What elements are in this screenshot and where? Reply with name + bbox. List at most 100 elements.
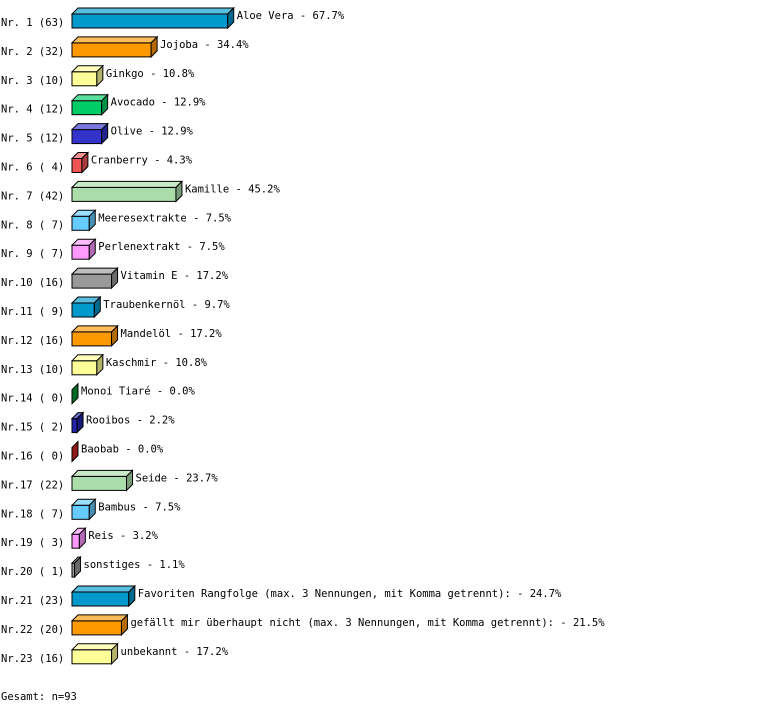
bar-top	[70, 180, 184, 188]
bar-value-label: Bambus - 7.5%	[98, 501, 181, 513]
bar-value-label: Reis - 3.2%	[88, 530, 158, 542]
bar-front	[71, 331, 113, 347]
row-label: Nr.11 ( 9)	[1, 306, 64, 318]
bar-side	[78, 526, 86, 550]
row-label: Nr.14 ( 0)	[1, 393, 64, 405]
bar-value-label: gefällt mir überhaupt nicht (max. 3 Nenn…	[130, 617, 605, 629]
bar-group: Nr.23 (16) unbekannt - 17.2%	[1, 642, 229, 666]
bar-value-label: Favoriten Rangfolge (max. 3 Nennungen, m…	[138, 588, 562, 600]
bar-value-label: Monoi Tiaré - 0.0%	[81, 386, 195, 398]
bar-value-label: Baobab - 0.0%	[81, 444, 164, 456]
bar-side	[128, 584, 136, 608]
bar-top	[70, 469, 134, 477]
row-label: Nr. 8 ( 7)	[1, 219, 64, 231]
bar-top	[70, 7, 235, 15]
bar-group: Nr.11 ( 9) Traubenkernöl - 9.7%	[1, 295, 230, 319]
bar-top	[70, 643, 119, 651]
bar-front	[71, 186, 177, 202]
row-label: Nr.10 (16)	[1, 277, 64, 289]
bar-side	[96, 64, 104, 88]
bar-side	[76, 411, 84, 434]
bar-front	[71, 129, 103, 145]
bar-value-label: Cranberry - 4.3%	[91, 155, 193, 167]
bar-side	[74, 555, 82, 579]
row-label: Nr. 6 ( 4)	[1, 162, 64, 174]
bar-value-label: sonstiges - 1.1%	[84, 559, 186, 571]
bar-value-label: Aloe Vera - 67.7%	[237, 10, 345, 22]
bar-group: Nr.22 (20) gefällt mir überhaupt nicht (m…	[1, 613, 605, 637]
bar-side	[88, 237, 96, 261]
bar-value-label: Olive - 12.9%	[111, 126, 194, 138]
bar-side	[88, 498, 96, 521]
row-label: Nr.13 (10)	[1, 364, 64, 376]
bar-side	[150, 35, 158, 59]
bar-group: Nr. 4 (12) Avocado - 12.9%	[1, 93, 207, 116]
bar-group: Nr. 1 (63) Aloe Vera - 67.7%	[1, 6, 345, 30]
bar-group: Nr. 6 ( 4) Cranberry - 4.3%	[1, 151, 193, 174]
bar-value-label: Kamille - 45.2%	[185, 183, 281, 195]
row-label: Nr. 1 (63)	[1, 17, 64, 29]
bar-front	[71, 273, 113, 289]
bar-value-label: Kaschmir - 10.8%	[106, 357, 208, 369]
bar-group: Nr. 8 ( 7) Meeresextrakte - 7.5%	[1, 209, 232, 232]
bar-group: Nr.17 (22) Seide - 23.7%	[1, 469, 218, 492]
bar-front	[71, 71, 98, 87]
bar-value-label: Perlenextrakt - 7.5%	[98, 241, 225, 253]
bar-front	[71, 244, 90, 260]
bar-front	[71, 42, 152, 58]
bar-top	[70, 614, 129, 622]
bar-side	[71, 382, 79, 405]
bar-side	[71, 440, 79, 463]
bar-group: Nr.20 ( 1) sonstiges - 1.1%	[1, 555, 186, 579]
bar-front	[71, 649, 113, 665]
bar-front	[71, 504, 90, 520]
row-label: Nr. 3 (10)	[1, 75, 64, 87]
bar-side	[175, 180, 183, 203]
row-label: Nr.16 ( 0)	[1, 451, 64, 463]
bar-side	[101, 122, 109, 145]
row-label: Nr. 2 (32)	[1, 46, 64, 58]
bar-side	[120, 613, 128, 637]
bar-front	[71, 215, 90, 231]
bar-group: Nr.21 (23) Favoriten Rangfolge (max. 3 Ne…	[1, 584, 562, 608]
bar-front	[71, 475, 128, 491]
bar-front	[71, 302, 95, 318]
bar-front	[71, 591, 130, 607]
bar-group: Nr.19 ( 3) Reis - 3.2%	[1, 526, 159, 550]
bar-group: Nr.18 ( 7) Bambus - 7.5%	[1, 498, 181, 521]
bar-top	[70, 267, 119, 275]
row-label: Nr. 4 (12)	[1, 104, 64, 116]
bar-side	[93, 295, 101, 319]
bar-value-label: Rooibos - 2.2%	[86, 415, 175, 427]
bar-group: Nr. 7 (42) Kamille - 45.2%	[1, 180, 281, 203]
bar-value-label: Avocado - 12.9%	[111, 97, 207, 109]
row-label: Nr. 9 ( 7)	[1, 248, 64, 260]
bar-top	[70, 36, 159, 44]
bar-side	[88, 209, 96, 232]
bar-group: Nr. 9 ( 7) Perlenextrakt - 7.5%	[1, 237, 225, 261]
bar-group: Nr.12 (16) Mandelöl - 17.2%	[1, 324, 222, 348]
bar-front	[71, 533, 80, 549]
row-label: Nr.20 ( 1)	[1, 566, 64, 578]
bar-group: Nr.16 ( 0) Baobab - 0.0%	[1, 440, 164, 463]
row-label: Nr.21 (23)	[1, 595, 64, 607]
bar-group: Nr.13 (10) Kaschmir - 10.8%	[1, 353, 208, 377]
bar-side	[126, 469, 134, 492]
bar-front	[71, 620, 122, 636]
bar-front	[71, 13, 229, 29]
bar-front	[71, 418, 78, 434]
bar-top	[70, 325, 119, 333]
bar-group: Nr.10 (16) Vitamin E - 17.2%	[1, 266, 229, 290]
bar-side	[227, 6, 235, 30]
row-label: Nr.23 (16)	[1, 653, 64, 665]
bar-value-label: Meeresextrakte - 7.5%	[98, 212, 231, 224]
bar-side	[111, 266, 119, 290]
bar-front	[71, 100, 103, 116]
bar-value-label: unbekannt - 17.2%	[121, 646, 229, 658]
bar-top	[70, 585, 137, 593]
row-label: Nr.22 (20)	[1, 624, 64, 636]
bar-front	[71, 360, 98, 376]
bar-value-label: Vitamin E - 17.2%	[121, 270, 229, 282]
bar-side	[101, 93, 109, 116]
